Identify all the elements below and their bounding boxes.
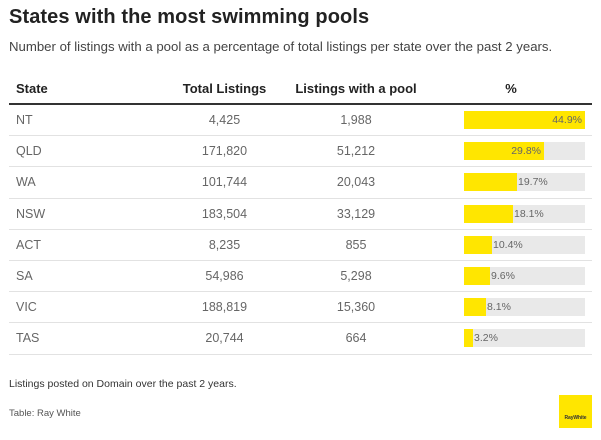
percent-bar (464, 111, 585, 130)
cell-total-listings: 20,744 (167, 322, 282, 355)
table-row: WA 101,744 20,043 19.7% (9, 166, 592, 199)
cell-percent: 8.1% (430, 291, 592, 324)
percent-bar-track: 8.1% (464, 298, 585, 317)
table-body: NT 4,425 1,988 44.9% QLD 171,820 51,212 29.8% WA… (9, 104, 592, 355)
cell-listings-with-pool: 664 (282, 322, 430, 355)
percent-label: 10.4% (493, 238, 523, 251)
cell-total-listings: 4,425 (167, 104, 282, 137)
percent-label: 3.2% (474, 332, 498, 345)
cell-percent: 9.6% (430, 260, 592, 293)
cell-listings-with-pool: 15,360 (282, 291, 430, 324)
cell-percent: 3.2% (430, 322, 592, 355)
cell-state: VIC (9, 291, 167, 324)
cell-state: QLD (9, 135, 167, 168)
logo-text: RayWhite (564, 415, 587, 421)
percent-label: 8.1% (487, 301, 511, 314)
cell-state: TAS (9, 322, 167, 355)
cell-state: WA (9, 166, 167, 199)
column-header-listings-with-pool: Listings with a pool (282, 73, 430, 105)
percent-bar-track: 18.1% (464, 204, 585, 223)
cell-listings-with-pool: 33,129 (282, 198, 430, 230)
cell-listings-with-pool: 51,212 (282, 135, 430, 168)
column-header-percent: % (430, 73, 592, 105)
cell-listings-with-pool: 855 (282, 229, 430, 261)
percent-bar-track: 3.2% (464, 329, 585, 348)
cell-percent: 10.4% (430, 229, 592, 261)
column-header-state: State (9, 73, 167, 105)
footnote: Listings posted on Domain over the past … (9, 378, 237, 390)
percent-bar-track: 29.8% (464, 142, 585, 161)
cell-total-listings: 8,235 (167, 229, 282, 261)
table-row: NT 4,425 1,988 44.9% (9, 104, 592, 137)
percent-bar-track: 10.4% (464, 235, 585, 254)
ray-white-logo: RayWhite (559, 395, 592, 428)
cell-state: NSW (9, 198, 167, 230)
table-row: NSW 183,504 33,129 18.1% (9, 198, 592, 230)
source-credit: Table: Ray White (9, 408, 81, 419)
percent-bar-track: 19.7% (464, 173, 585, 192)
percent-bar-track: 44.9% (464, 111, 585, 130)
percent-label: 9.6% (491, 270, 515, 283)
percent-bar (464, 142, 544, 161)
cell-total-listings: 101,744 (167, 166, 282, 199)
percent-label: 19.7% (518, 176, 548, 189)
cell-percent: 44.9% (430, 104, 592, 137)
page-title: States with the most swimming pools (9, 6, 370, 28)
page-subtitle: Number of listings with a pool as a perc… (9, 39, 553, 54)
percent-bar (464, 235, 492, 254)
column-header-total-listings: Total Listings (167, 73, 282, 105)
table-header-row: State Total Listings Listings with a poo… (9, 73, 592, 105)
cell-listings-with-pool: 5,298 (282, 260, 430, 293)
cell-state: NT (9, 104, 167, 137)
cell-total-listings: 171,820 (167, 135, 282, 168)
table-row: VIC 188,819 15,360 8.1% (9, 291, 592, 324)
cell-total-listings: 54,986 (167, 260, 282, 293)
percent-bar (464, 204, 513, 223)
percent-bar (464, 173, 517, 192)
pools-table: State Total Listings Listings with a poo… (9, 73, 592, 355)
cell-state: SA (9, 260, 167, 293)
cell-state: ACT (9, 229, 167, 261)
percent-label: 18.1% (514, 207, 544, 220)
percent-bar-track: 9.6% (464, 267, 585, 286)
cell-listings-with-pool: 1,988 (282, 104, 430, 137)
table-row: QLD 171,820 51,212 29.8% (9, 135, 592, 168)
table-row: ACT 8,235 855 10.4% (9, 229, 592, 261)
percent-bar (464, 267, 490, 286)
percent-label: 44.9% (552, 114, 582, 127)
percent-bar (464, 298, 486, 317)
table-row: SA 54,986 5,298 9.6% (9, 260, 592, 293)
cell-listings-with-pool: 20,043 (282, 166, 430, 199)
cell-percent: 19.7% (430, 166, 592, 199)
cell-percent: 29.8% (430, 135, 592, 168)
cell-percent: 18.1% (430, 198, 592, 230)
percent-bar (464, 329, 473, 348)
percent-label: 29.8% (511, 145, 541, 158)
table-row: TAS 20,744 664 3.2% (9, 322, 592, 355)
cell-total-listings: 183,504 (167, 198, 282, 230)
cell-total-listings: 188,819 (167, 291, 282, 324)
